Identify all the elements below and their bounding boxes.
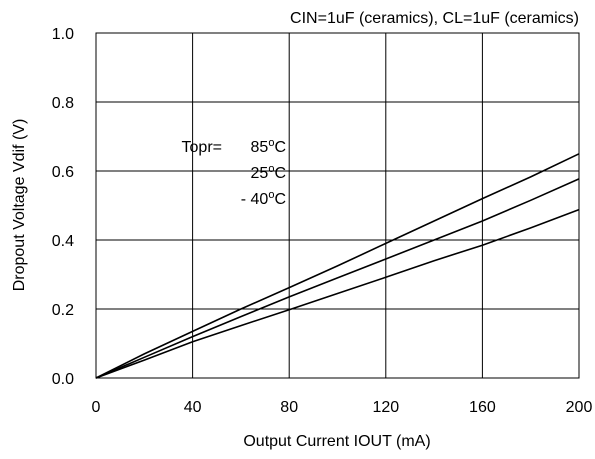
annotation-entry: - 40oC [241,189,286,208]
x-tick-label: 200 [566,399,593,416]
series-layer [95,153,580,379]
series-line-3 [95,208,580,379]
grid [96,33,579,378]
temperature-annotation: Topr= 85oC 25oC - 40oC [182,137,286,208]
y-tick-label: 0.6 [52,164,74,181]
chart-title: CIN=1uF (ceramics), CL=1uF (ceramics) [290,10,579,27]
x-tick-label: 80 [280,399,298,416]
plot-frame [95,32,580,379]
x-axis-label: Output Current IOUT (mA) [243,433,430,450]
annotation-entry: 85oC [251,137,286,156]
series-line-1 [95,153,580,379]
y-tick-label: 0.2 [52,302,74,319]
series-line-2 [95,178,580,379]
x-tick-label: 40 [184,399,202,416]
annotation-entry: 25oC [251,163,286,182]
x-tick-label: 120 [372,399,399,416]
y-axis-label: Dropout Voltage Vdif (V) [11,119,28,292]
y-tick-label: 1.0 [52,26,74,43]
x-tick-label: 160 [469,399,496,416]
y-tick-label: 0.0 [52,371,74,388]
y-tick-label: 0.4 [52,233,74,250]
x-tick-label: 0 [92,399,101,416]
ticks: 0 40 80 120 160 200 0.0 0.2 0.4 0.6 0.8 1.0 [52,26,593,416]
y-tick-label: 0.8 [52,95,74,112]
annotation-label: Topr= [182,139,222,156]
